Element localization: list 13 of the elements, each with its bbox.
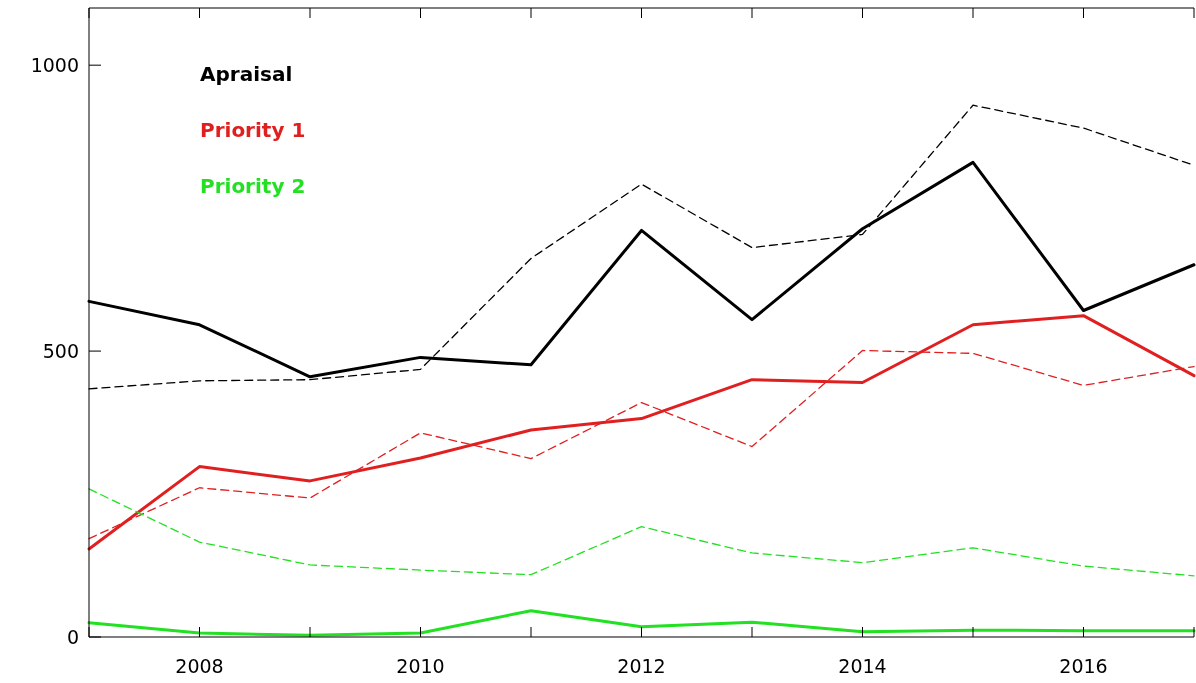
- x-tick-label: 2014: [838, 655, 887, 677]
- x-tick-label: 2010: [396, 655, 445, 677]
- text: Priority 1: [200, 118, 306, 142]
- y-tick-label: 1000: [30, 53, 79, 76]
- x-tick-label: 2016: [1059, 655, 1108, 677]
- text: Apraisal: [200, 62, 293, 86]
- text: Priority 2: [200, 174, 306, 198]
- y-tick-label: 0: [66, 625, 79, 648]
- y-tick-label: 500: [42, 339, 79, 362]
- line-series: [88, 488, 1195, 577]
- line-series: [87, 314, 1196, 551]
- x-tick-label: 2012: [617, 655, 666, 677]
- x-tick-label: 2008: [175, 655, 224, 677]
